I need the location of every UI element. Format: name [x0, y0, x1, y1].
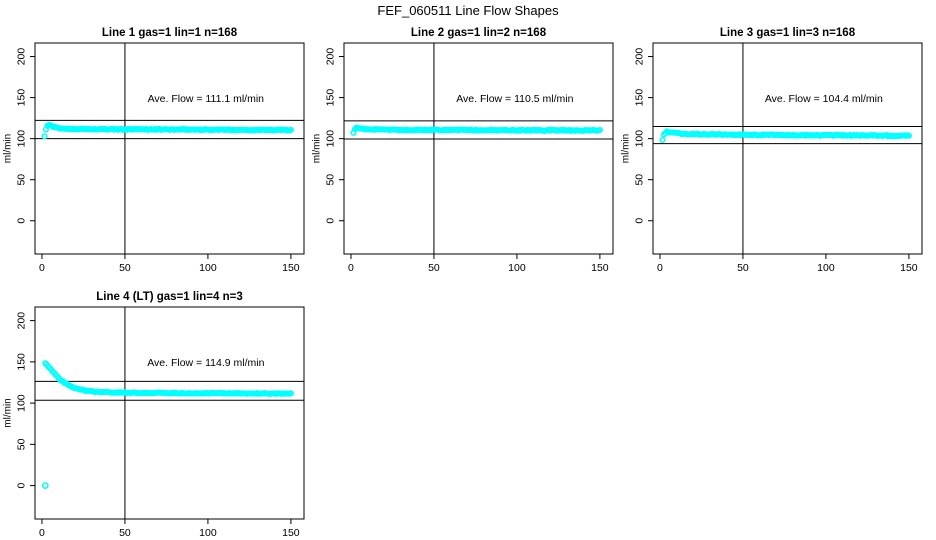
y-axis-label: ml/min — [3, 398, 14, 427]
ave-flow-annotation: Ave. Flow = 111.1 ml/min — [148, 93, 265, 105]
panel-title: Line 1 gas=1 lin=1 n=168 — [102, 27, 238, 39]
x-tick-label: 150 — [282, 527, 300, 539]
figure-title: FEF_060511 Line Flow Shapes — [377, 3, 559, 18]
panel-line-1: 0 50 100 150 0 50 100 150 200 ml/min Line 1 gas=1 … — [3, 27, 305, 274]
ave-flow-annotation: Ave. Flow = 114.9 ml/min — [147, 357, 264, 369]
y-axis-label: ml/min — [621, 134, 632, 163]
data-point — [287, 126, 294, 133]
panel-title: Line 3 gas=1 lin=3 n=168 — [720, 27, 856, 39]
x-tick-label: 100 — [508, 262, 526, 274]
data-points — [41, 121, 294, 140]
y-tick-label: 150 — [16, 89, 28, 107]
y-tick-label: 200 — [325, 48, 337, 66]
y-tick-label: 100 — [325, 130, 337, 148]
x-axis: 0 50 100 150 — [348, 254, 609, 274]
x-tick-label: 100 — [199, 527, 217, 539]
y-tick-label: 100 — [16, 394, 28, 412]
plot-box — [34, 42, 305, 255]
y-tick-label: 200 — [16, 48, 28, 66]
y-tick-label: 50 — [16, 174, 28, 186]
panel-title: Line 2 gas=1 lin=2 n=168 — [411, 27, 547, 39]
y-tick-label: 100 — [634, 130, 646, 148]
data-point — [659, 136, 666, 143]
y-axis-label: ml/min — [3, 134, 14, 163]
plot-box — [34, 306, 305, 520]
ave-flow-annotation: Ave. Flow = 104.4 ml/min — [765, 93, 883, 105]
panel-line-3: 0 50 100 150 0 50 100 150 200 ml/min Line 3 gas=1 … — [621, 27, 923, 274]
data-point — [905, 132, 912, 139]
x-tick-label: 50 — [737, 262, 749, 274]
x-tick-label: 50 — [119, 527, 131, 539]
x-axis: 0 50 100 150 — [657, 254, 918, 274]
y-axis: 0 50 100 150 200 — [634, 48, 653, 224]
x-tick-label: 0 — [348, 262, 354, 274]
y-tick-label: 100 — [16, 130, 28, 148]
y-tick-label: 50 — [634, 174, 646, 186]
y-axis-label: ml/min — [312, 134, 323, 163]
panel-title: Line 4 (LT) gas=1 lin=4 n=3 — [96, 291, 242, 303]
y-tick-label: 0 — [16, 218, 28, 224]
data-point — [596, 126, 603, 134]
x-tick-label: 50 — [428, 262, 440, 274]
y-tick-label: 0 — [16, 483, 28, 489]
outlier-point — [41, 482, 49, 489]
panels-group: 0 50 100 150 0 50 100 150 200 ml/min Line 1 gas=1 … — [3, 27, 923, 539]
x-tick-label: 150 — [282, 262, 300, 274]
y-tick-label: 50 — [16, 438, 28, 450]
x-tick-label: 0 — [39, 527, 45, 539]
x-tick-label: 150 — [900, 262, 918, 274]
y-tick-label: 150 — [16, 353, 28, 371]
x-tick-label: 150 — [591, 262, 609, 274]
data-points — [41, 360, 294, 489]
x-tick-label: 50 — [119, 262, 131, 274]
y-tick-label: 0 — [634, 218, 646, 224]
panel-line-2: 0 50 100 150 0 50 100 150 200 ml/min Line 2 gas=1 … — [312, 27, 614, 274]
plot-box — [343, 42, 614, 255]
x-tick-label: 0 — [657, 262, 663, 274]
y-tick-label: 200 — [16, 312, 28, 330]
x-tick-label: 100 — [817, 262, 835, 274]
data-point — [287, 390, 294, 397]
y-axis: 0 50 100 150 200 — [325, 48, 344, 224]
x-tick-label: 0 — [39, 262, 45, 274]
ave-flow-annotation: Ave. Flow = 110.5 ml/min — [456, 93, 573, 105]
x-tick-label: 100 — [199, 262, 217, 274]
data-point — [41, 133, 48, 140]
y-tick-label: 150 — [325, 89, 337, 107]
y-tick-label: 150 — [634, 89, 646, 107]
x-axis: 0 50 100 150 — [39, 519, 300, 539]
x-axis: 0 50 100 150 — [39, 254, 300, 274]
y-axis: 0 50 100 150 200 — [16, 48, 35, 224]
y-tick-label: 0 — [325, 218, 337, 224]
y-axis: 0 50 100 150 200 — [16, 312, 35, 489]
plot-box — [652, 42, 923, 255]
data-points — [350, 124, 603, 136]
data-points — [659, 128, 912, 143]
y-tick-label: 200 — [634, 48, 646, 66]
y-tick-label: 50 — [325, 174, 337, 186]
panel-line-4: 0 50 100 150 0 50 100 150 200 ml/min Line 4 (LT) g… — [3, 291, 305, 539]
